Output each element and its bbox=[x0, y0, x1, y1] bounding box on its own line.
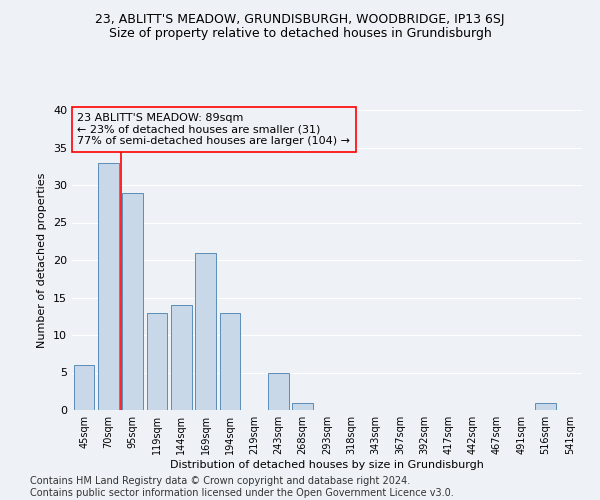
Bar bbox=[535, 402, 556, 410]
Text: Contains HM Land Registry data © Crown copyright and database right 2024.
Contai: Contains HM Land Registry data © Crown c… bbox=[30, 476, 454, 498]
Bar bbox=[268, 372, 289, 410]
Bar bbox=[195, 252, 216, 410]
Bar bbox=[74, 365, 94, 410]
Bar bbox=[146, 312, 167, 410]
Bar bbox=[122, 192, 143, 410]
Text: Size of property relative to detached houses in Grundisburgh: Size of property relative to detached ho… bbox=[109, 28, 491, 40]
Bar bbox=[220, 312, 240, 410]
Y-axis label: Number of detached properties: Number of detached properties bbox=[37, 172, 47, 348]
X-axis label: Distribution of detached houses by size in Grundisburgh: Distribution of detached houses by size … bbox=[170, 460, 484, 469]
Bar bbox=[98, 162, 119, 410]
Bar bbox=[171, 305, 191, 410]
Bar bbox=[292, 402, 313, 410]
Text: 23 ABLITT'S MEADOW: 89sqm
← 23% of detached houses are smaller (31)
77% of semi-: 23 ABLITT'S MEADOW: 89sqm ← 23% of detac… bbox=[77, 113, 350, 146]
Text: 23, ABLITT'S MEADOW, GRUNDISBURGH, WOODBRIDGE, IP13 6SJ: 23, ABLITT'S MEADOW, GRUNDISBURGH, WOODB… bbox=[95, 12, 505, 26]
